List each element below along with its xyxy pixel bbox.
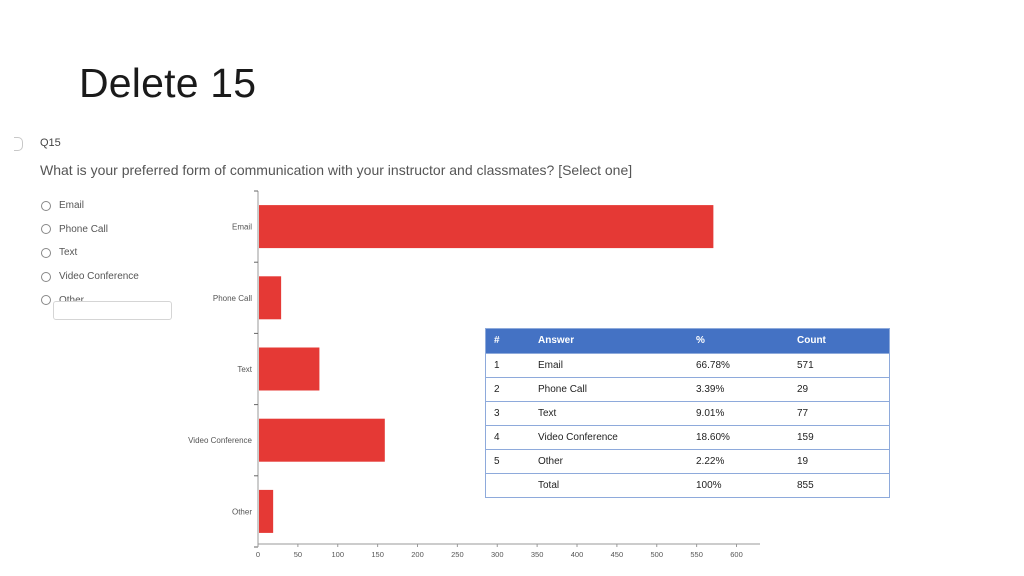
table-cell: 2 (486, 376, 530, 401)
bar-video-conference (259, 418, 385, 462)
question-id: Q15 (40, 137, 61, 149)
category-label: Text (237, 365, 252, 374)
x-tick-label: 500 (650, 550, 663, 559)
table-cell: 18.60% (688, 424, 789, 449)
table-row: 5 Other 2.22% 19 (486, 448, 889, 473)
option-text[interactable]: Text (41, 241, 191, 265)
table-cell: 159 (789, 424, 889, 449)
table-cell: 3 (486, 400, 530, 425)
radio-icon[interactable] (41, 224, 51, 235)
radio-icon[interactable] (41, 295, 51, 306)
table-cell: 571 (789, 352, 889, 377)
table-cell: Text (530, 400, 688, 425)
option-label: Phone Call (59, 223, 108, 235)
x-tick-label: 200 (411, 550, 424, 559)
radio-icon[interactable] (41, 247, 51, 258)
results-table: # Answer % Count 1 Email 66.78% 571 2 Ph… (485, 328, 890, 498)
option-other[interactable]: Other (41, 288, 191, 312)
option-label: Video Conference (59, 271, 139, 283)
option-label: Email (59, 200, 85, 212)
table-row: 2 Phone Call 3.39% 29 (486, 376, 889, 401)
x-tick-label: 550 (690, 550, 703, 559)
option-email[interactable]: Email (41, 194, 191, 218)
table-cell: 5 (486, 448, 530, 473)
table-cell: Phone Call (530, 376, 688, 401)
table-cell: Video Conference (530, 424, 688, 449)
bar-text (259, 347, 320, 391)
table-cell: 19 (789, 448, 889, 473)
table-row: 4 Video Conference 18.60% 159 (486, 424, 889, 449)
column-header: Count (797, 335, 826, 347)
bar-phone-call (259, 276, 282, 320)
table-cell: 4 (486, 424, 530, 449)
answer-options: Email Phone Call Text Video Conference O… (41, 194, 191, 312)
table-cell: 3.39% (688, 376, 789, 401)
table-cell: 2.22% (688, 448, 789, 473)
x-tick-label: 50 (294, 550, 302, 559)
table-header-row: # Answer % Count (486, 329, 889, 353)
x-tick-label: 350 (531, 550, 544, 559)
option-label: Text (59, 247, 78, 259)
table-cell: Other (530, 448, 688, 473)
x-tick-label: 300 (491, 550, 504, 559)
bar-other (259, 489, 274, 533)
x-tick-label: 100 (331, 550, 344, 559)
column-header: Answer (538, 335, 575, 347)
table-row: 1 Email 66.78% 571 (486, 352, 889, 377)
table-cell: Email (530, 352, 688, 377)
bar-email (259, 205, 714, 249)
category-label: Phone Call (213, 294, 252, 303)
question-marker-icon (14, 137, 23, 151)
x-tick-label: 150 (371, 550, 384, 559)
table-cell: 66.78% (688, 352, 789, 377)
table-cell (486, 472, 530, 497)
category-label: Other (232, 507, 252, 516)
x-tick-label: 400 (571, 550, 584, 559)
other-text-input[interactable] (53, 301, 172, 320)
x-tick-label: 450 (611, 550, 624, 559)
column-header: % (696, 335, 705, 347)
slide-title: Delete 15 (79, 60, 257, 106)
table-cell: 100% (688, 472, 789, 497)
table-cell: 1 (486, 352, 530, 377)
question-text: What is your preferred form of communica… (40, 162, 633, 178)
radio-icon[interactable] (41, 271, 51, 282)
x-tick-label: 0 (256, 550, 260, 559)
table-cell: 855 (789, 472, 889, 497)
column-header: # (494, 335, 500, 347)
category-label: Video Conference (188, 436, 252, 445)
table-total-row: Total 100% 855 (486, 472, 889, 497)
category-label: Email (232, 223, 252, 232)
table-cell: 29 (789, 376, 889, 401)
table-cell: Total (530, 472, 688, 497)
option-phone-call[interactable]: Phone Call (41, 218, 191, 242)
table-cell: 77 (789, 400, 889, 425)
option-video-conference[interactable]: Video Conference (41, 265, 191, 289)
option-label: Other (59, 295, 84, 306)
table-row: 3 Text 9.01% 77 (486, 400, 889, 425)
x-tick-label: 250 (451, 550, 464, 559)
x-tick-label: 600 (730, 550, 743, 559)
radio-icon[interactable] (41, 200, 51, 211)
table-cell: 9.01% (688, 400, 789, 425)
